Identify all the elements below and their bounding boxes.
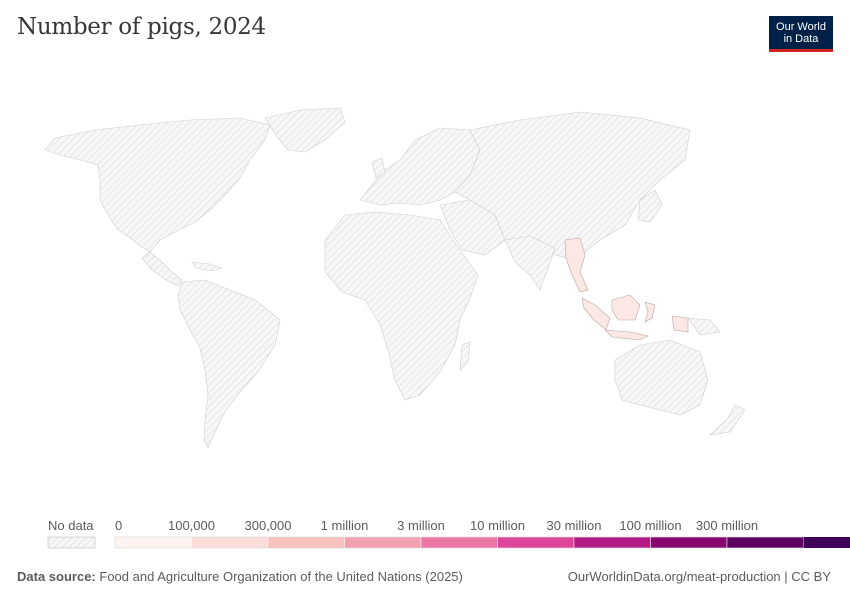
legend-bin xyxy=(497,536,575,549)
legend-tick-label: 0 xyxy=(115,518,123,533)
myanmar[interactable] xyxy=(564,237,589,293)
greenland[interactable] xyxy=(264,107,346,153)
no-data-swatch xyxy=(47,536,96,549)
owid-logo[interactable]: Our World in Data xyxy=(769,16,833,52)
papua-new-guinea[interactable] xyxy=(687,317,721,336)
australia[interactable] xyxy=(614,339,709,416)
chart-title: Number of pigs, 2024 xyxy=(17,14,266,40)
logo-line-2: in Data xyxy=(783,33,819,45)
caribbean[interactable] xyxy=(191,261,223,272)
south-america[interactable] xyxy=(177,279,281,449)
indonesia-papua[interactable] xyxy=(671,315,689,333)
legend-bin xyxy=(726,536,804,549)
legend-tick-label: 3 million xyxy=(397,518,445,533)
legend-bin xyxy=(114,536,192,549)
legend-tick-label: 300 million xyxy=(695,518,759,533)
footer-url[interactable]: OurWorldinData.org/meat-production | CC … xyxy=(567,569,831,584)
source-text: Food and Agriculture Organization of the… xyxy=(99,569,463,584)
legend-tick-label: 10 million xyxy=(470,518,525,533)
united-kingdom[interactable] xyxy=(371,157,386,179)
indonesia-sumatra[interactable] xyxy=(581,297,611,331)
india[interactable] xyxy=(504,235,556,291)
logo-line-1: Our World xyxy=(776,21,826,33)
legend-tick-label: 30 million xyxy=(546,518,602,533)
indonesia-borneo[interactable] xyxy=(611,294,641,321)
world-map[interactable] xyxy=(0,60,850,500)
indonesia-java[interactable] xyxy=(604,329,649,341)
legend-outline xyxy=(114,536,804,549)
legend-tick-label: 100,000 xyxy=(168,518,215,533)
legend-bin xyxy=(573,536,651,549)
no-data-label: No data xyxy=(48,518,94,533)
legend-bin xyxy=(267,536,345,549)
legend-tick-label: 1 million xyxy=(320,518,369,533)
africa[interactable] xyxy=(324,211,479,401)
legend-bin xyxy=(344,536,422,549)
legend-bin-arrow xyxy=(803,537,850,548)
map-legend: No data 0 100,000 300,000 1 million 3 millio… xyxy=(0,510,850,560)
legend-bar xyxy=(47,536,850,549)
indonesia-sulawesi[interactable] xyxy=(644,301,656,323)
madagascar[interactable] xyxy=(459,341,471,371)
data-source: Data source: Food and Agriculture Organi… xyxy=(17,569,463,584)
source-label: Data source: xyxy=(17,569,96,584)
legend-tick-label: 300,000 xyxy=(244,518,292,533)
legend-bin xyxy=(650,536,728,549)
japan[interactable] xyxy=(637,189,663,223)
new-zealand[interactable] xyxy=(709,404,746,436)
legend-bin xyxy=(420,536,498,549)
north-america[interactable] xyxy=(44,117,271,253)
legend-tick-label: 100 million xyxy=(619,518,682,533)
legend-bin xyxy=(191,536,269,549)
central-america[interactable] xyxy=(141,251,183,287)
